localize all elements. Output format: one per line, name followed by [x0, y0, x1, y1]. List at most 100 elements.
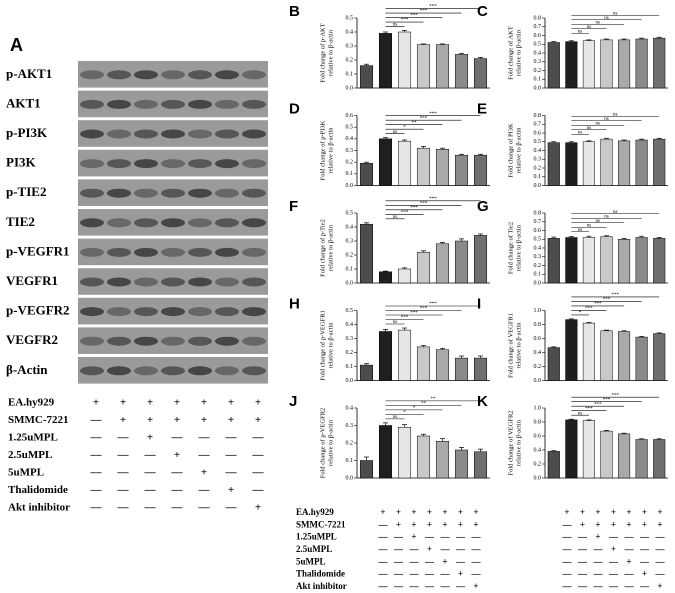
blot-band: [188, 247, 212, 257]
treatment-mark: +: [642, 569, 647, 579]
treatment-mark: +: [657, 519, 662, 529]
y-tick-label: 0.6: [534, 433, 542, 439]
treatment-mark: —: [624, 581, 635, 591]
y-axis-label: relative to β-actin: [327, 127, 334, 174]
treatment-mark: —: [198, 449, 211, 461]
significance-label: ***: [420, 116, 428, 121]
treatment-mark: +: [473, 581, 478, 591]
blot-band: [242, 277, 266, 287]
significance-label: ***: [594, 302, 602, 307]
treatment-mark: —: [655, 532, 666, 542]
y-tick-label: 0.8: [534, 322, 542, 328]
significance-label: ***: [603, 398, 611, 403]
bar: [454, 154, 469, 186]
significance-label: ns: [393, 23, 398, 28]
blot-band: [107, 99, 131, 109]
treatment-label: 1.25uMPL: [296, 532, 337, 542]
blot-band: [188, 129, 212, 139]
blot-band: [242, 129, 266, 139]
treatment-mark: —: [409, 569, 420, 579]
band-label: p-AKT1: [6, 66, 52, 81]
bar: [618, 239, 631, 284]
treatment-mark: —: [577, 569, 588, 579]
bar: [416, 346, 431, 381]
treatment-mark: —: [144, 484, 157, 496]
y-tick-label: 0.0: [534, 475, 542, 481]
treatment-mark: —: [440, 544, 451, 554]
treatment-mark: —: [577, 556, 588, 566]
treatment-mark: +: [580, 507, 585, 517]
blot-band: [188, 188, 212, 198]
band-label: β-Actin: [6, 362, 48, 377]
significance-label: ns: [578, 130, 583, 135]
significance-label: ns: [595, 121, 600, 126]
y-axis-label: Fold change of p-Tie2: [319, 219, 326, 277]
y-tick-label: 0.2: [346, 57, 354, 63]
y-axis-label: relative to β-actin: [515, 322, 522, 369]
significance-label: ns: [587, 25, 592, 30]
y-tick-label: 0.6: [534, 336, 542, 342]
significance-label: ***: [603, 298, 611, 303]
significance-label: ***: [410, 311, 418, 316]
blot-band: [107, 277, 131, 287]
blot-band: [188, 218, 212, 228]
y-tick-label: 0.3: [534, 59, 542, 65]
blot-band: [215, 277, 239, 287]
treatment-mark: —: [393, 581, 404, 591]
treatment-mark: —: [639, 532, 650, 542]
significance-label: ns: [587, 126, 592, 131]
band-label: PI3K: [6, 155, 37, 170]
y-tick-label: 0.2: [534, 68, 542, 74]
treatment-mark: +: [427, 544, 432, 554]
treatment-mark: —: [562, 519, 573, 529]
bar: [600, 330, 613, 381]
y-tick-label: 0.0: [346, 475, 354, 481]
treatment-mark: —: [378, 556, 389, 566]
y-tick-label: 0.1: [534, 174, 542, 180]
y-tick-label: 0.2: [346, 160, 354, 166]
y-tick-label: 0.3: [346, 238, 354, 244]
y-axis-label: Fold change of PI3K: [507, 123, 514, 178]
treatment-mark: —: [252, 432, 265, 444]
bar: [397, 268, 412, 284]
y-tick-label: 0.4: [534, 50, 542, 56]
blot-band: [242, 336, 266, 346]
blot-band: [134, 129, 158, 139]
bar: [565, 319, 578, 381]
blot-band: [80, 188, 104, 198]
bar: [618, 39, 631, 89]
treatment-mark: —: [378, 581, 389, 591]
treatment-mark: —: [225, 449, 238, 461]
treatment-mark: +: [458, 519, 463, 529]
treatment-label: 2.5uMPL: [296, 544, 332, 554]
treatment-mark: +: [427, 507, 432, 517]
y-tick-label: 1.0: [534, 308, 542, 314]
blot-band: [80, 366, 104, 376]
treatment-mark: +: [442, 519, 447, 529]
treatment-mark: —: [117, 467, 130, 479]
treatment-label: EA.hy929: [8, 397, 55, 409]
bar: [378, 271, 393, 284]
treatment-label: 5uMPL: [296, 556, 326, 566]
blot-band: [215, 366, 239, 376]
blot-band: [134, 218, 158, 228]
y-tick-label: 0.5: [346, 210, 354, 216]
treatment-label: EA.hy929: [296, 507, 334, 517]
treatment-mark: —: [624, 544, 635, 554]
treatment-mark: +: [564, 507, 569, 517]
blot-band: [215, 70, 239, 80]
bar: [359, 364, 374, 381]
treatment-mark: —: [455, 544, 466, 554]
treatment-mark: —: [655, 569, 666, 579]
blot-band: [80, 159, 104, 169]
significance-label: ***: [612, 293, 620, 298]
treatment-mark: —: [90, 432, 103, 444]
treatment-mark: —: [409, 556, 420, 566]
treatment-mark: —: [409, 581, 420, 591]
blot-band: [80, 218, 104, 228]
significance-label: ns: [595, 20, 600, 25]
significance-label: ***: [420, 201, 428, 206]
blot-band: [161, 366, 185, 376]
bar: [397, 427, 412, 479]
treatment-mark: —: [471, 532, 482, 542]
